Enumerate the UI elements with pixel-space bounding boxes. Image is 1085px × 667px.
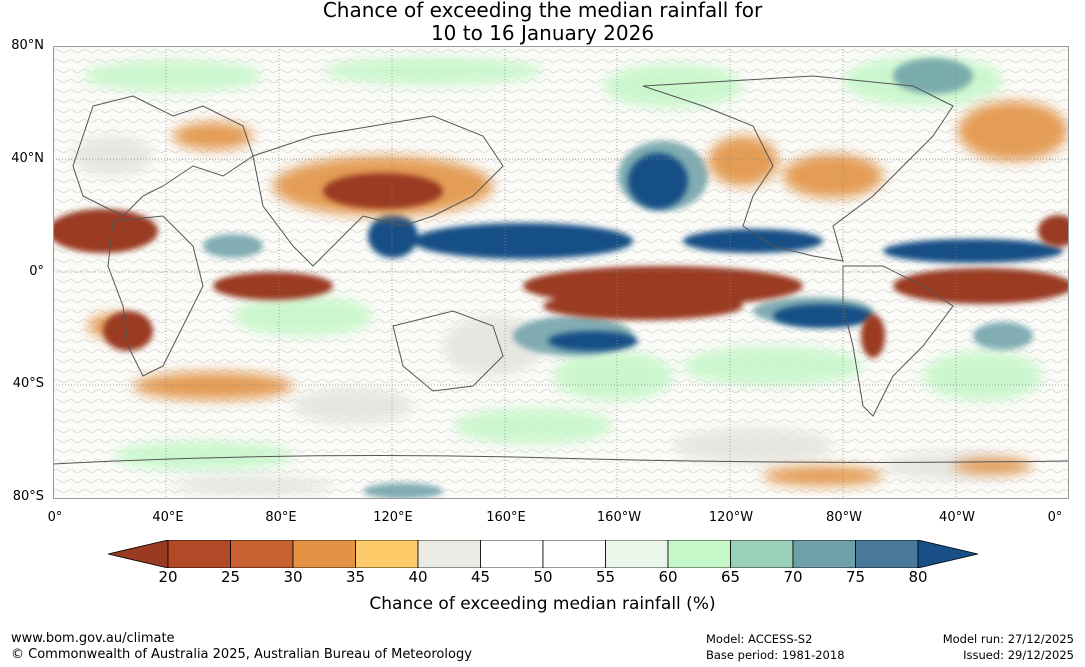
lon-label-40w: 40°W (939, 510, 975, 525)
colorbar-title: Chance of exceeding median rainfall (%) (369, 594, 716, 614)
colorbar-tick-label: 70 (783, 568, 803, 586)
colorbar-tick-label: 65 (720, 568, 741, 586)
colorbar-box (292, 540, 356, 568)
lat-label-40s: 40°S (12, 376, 44, 391)
footer-issued: Issued: 29/12/2025 (963, 648, 1074, 662)
lon-label-120w: 120°W (708, 510, 754, 525)
orange-areas (88, 101, 1068, 486)
colorbar-tick-label: 80 (908, 568, 928, 586)
colorbar-box (667, 540, 731, 568)
colorbar-box (355, 540, 419, 568)
rainfall-probability-map (53, 46, 1069, 499)
coastlines (53, 75, 1069, 465)
colorbar-tick-label: 60 (658, 568, 678, 586)
lon-label-160w: 160°W (596, 510, 642, 525)
lat-label-equator: 0° (29, 264, 44, 279)
lon-label-80w: 80°W (826, 510, 862, 525)
colorbar-box (230, 540, 294, 568)
lat-label-80n: 80°N (11, 38, 44, 53)
lat-label-80s: 80°S (12, 489, 44, 504)
dark-blue-areas (368, 153, 1063, 351)
colorbar-box (167, 540, 231, 568)
lat-label-40n: 40°N (11, 151, 44, 166)
colorbar-tick-label: 50 (533, 568, 553, 586)
lon-label-120e: 120°E (373, 510, 413, 525)
map-title-line2: 10 to 16 January 2026 (430, 21, 655, 45)
colorbar-box (417, 540, 481, 568)
lon-label-0-right: 0° (1047, 510, 1063, 525)
colorbar-tick-label: 45 (470, 568, 491, 586)
lon-label-0-left: 0° (47, 510, 63, 525)
colorbar (108, 540, 978, 568)
colorbar-tick-label: 55 (595, 568, 616, 586)
light-green-areas (83, 56, 1043, 471)
light-grey-areas (73, 136, 1023, 496)
map-frame (53, 46, 1069, 499)
colorbar-box (855, 540, 919, 568)
colorbar-tick-label: 75 (845, 568, 866, 586)
footer-model: Model: ACCESS-S2 (706, 632, 813, 646)
lon-label-40e: 40°E (152, 510, 184, 525)
colorbar-box (542, 540, 606, 568)
colorbar-tick-label: 40 (408, 568, 428, 586)
footer-url: www.bom.gov.au/climate (11, 631, 175, 646)
colorbar-box (730, 540, 794, 568)
lon-label-80e: 80°E (265, 510, 297, 525)
colorbar-tick-label: 20 (158, 568, 178, 586)
colorbar-box (792, 540, 856, 568)
colorbar-extend-high (917, 540, 978, 568)
footer-model-run: Model run: 27/12/2025 (942, 632, 1074, 646)
colorbar-tick-label: 25 (220, 568, 241, 586)
colorbar-tick-label: 30 (283, 568, 303, 586)
footer-base-period: Base period: 1981-2018 (706, 648, 845, 662)
colorbar-box (605, 540, 669, 568)
lon-label-160e: 160°E (486, 510, 526, 525)
colorbar-extend-low (108, 540, 169, 568)
footer-copyright: © Commonwealth of Australia 2025, Austra… (11, 647, 472, 662)
colorbar-box (480, 540, 544, 568)
map-title-line1: Chance of exceeding the median rainfall … (322, 0, 763, 22)
gridlines (53, 46, 1069, 499)
dark-brown-areas (53, 173, 1069, 358)
colorbar-tick-label: 35 (345, 568, 366, 586)
